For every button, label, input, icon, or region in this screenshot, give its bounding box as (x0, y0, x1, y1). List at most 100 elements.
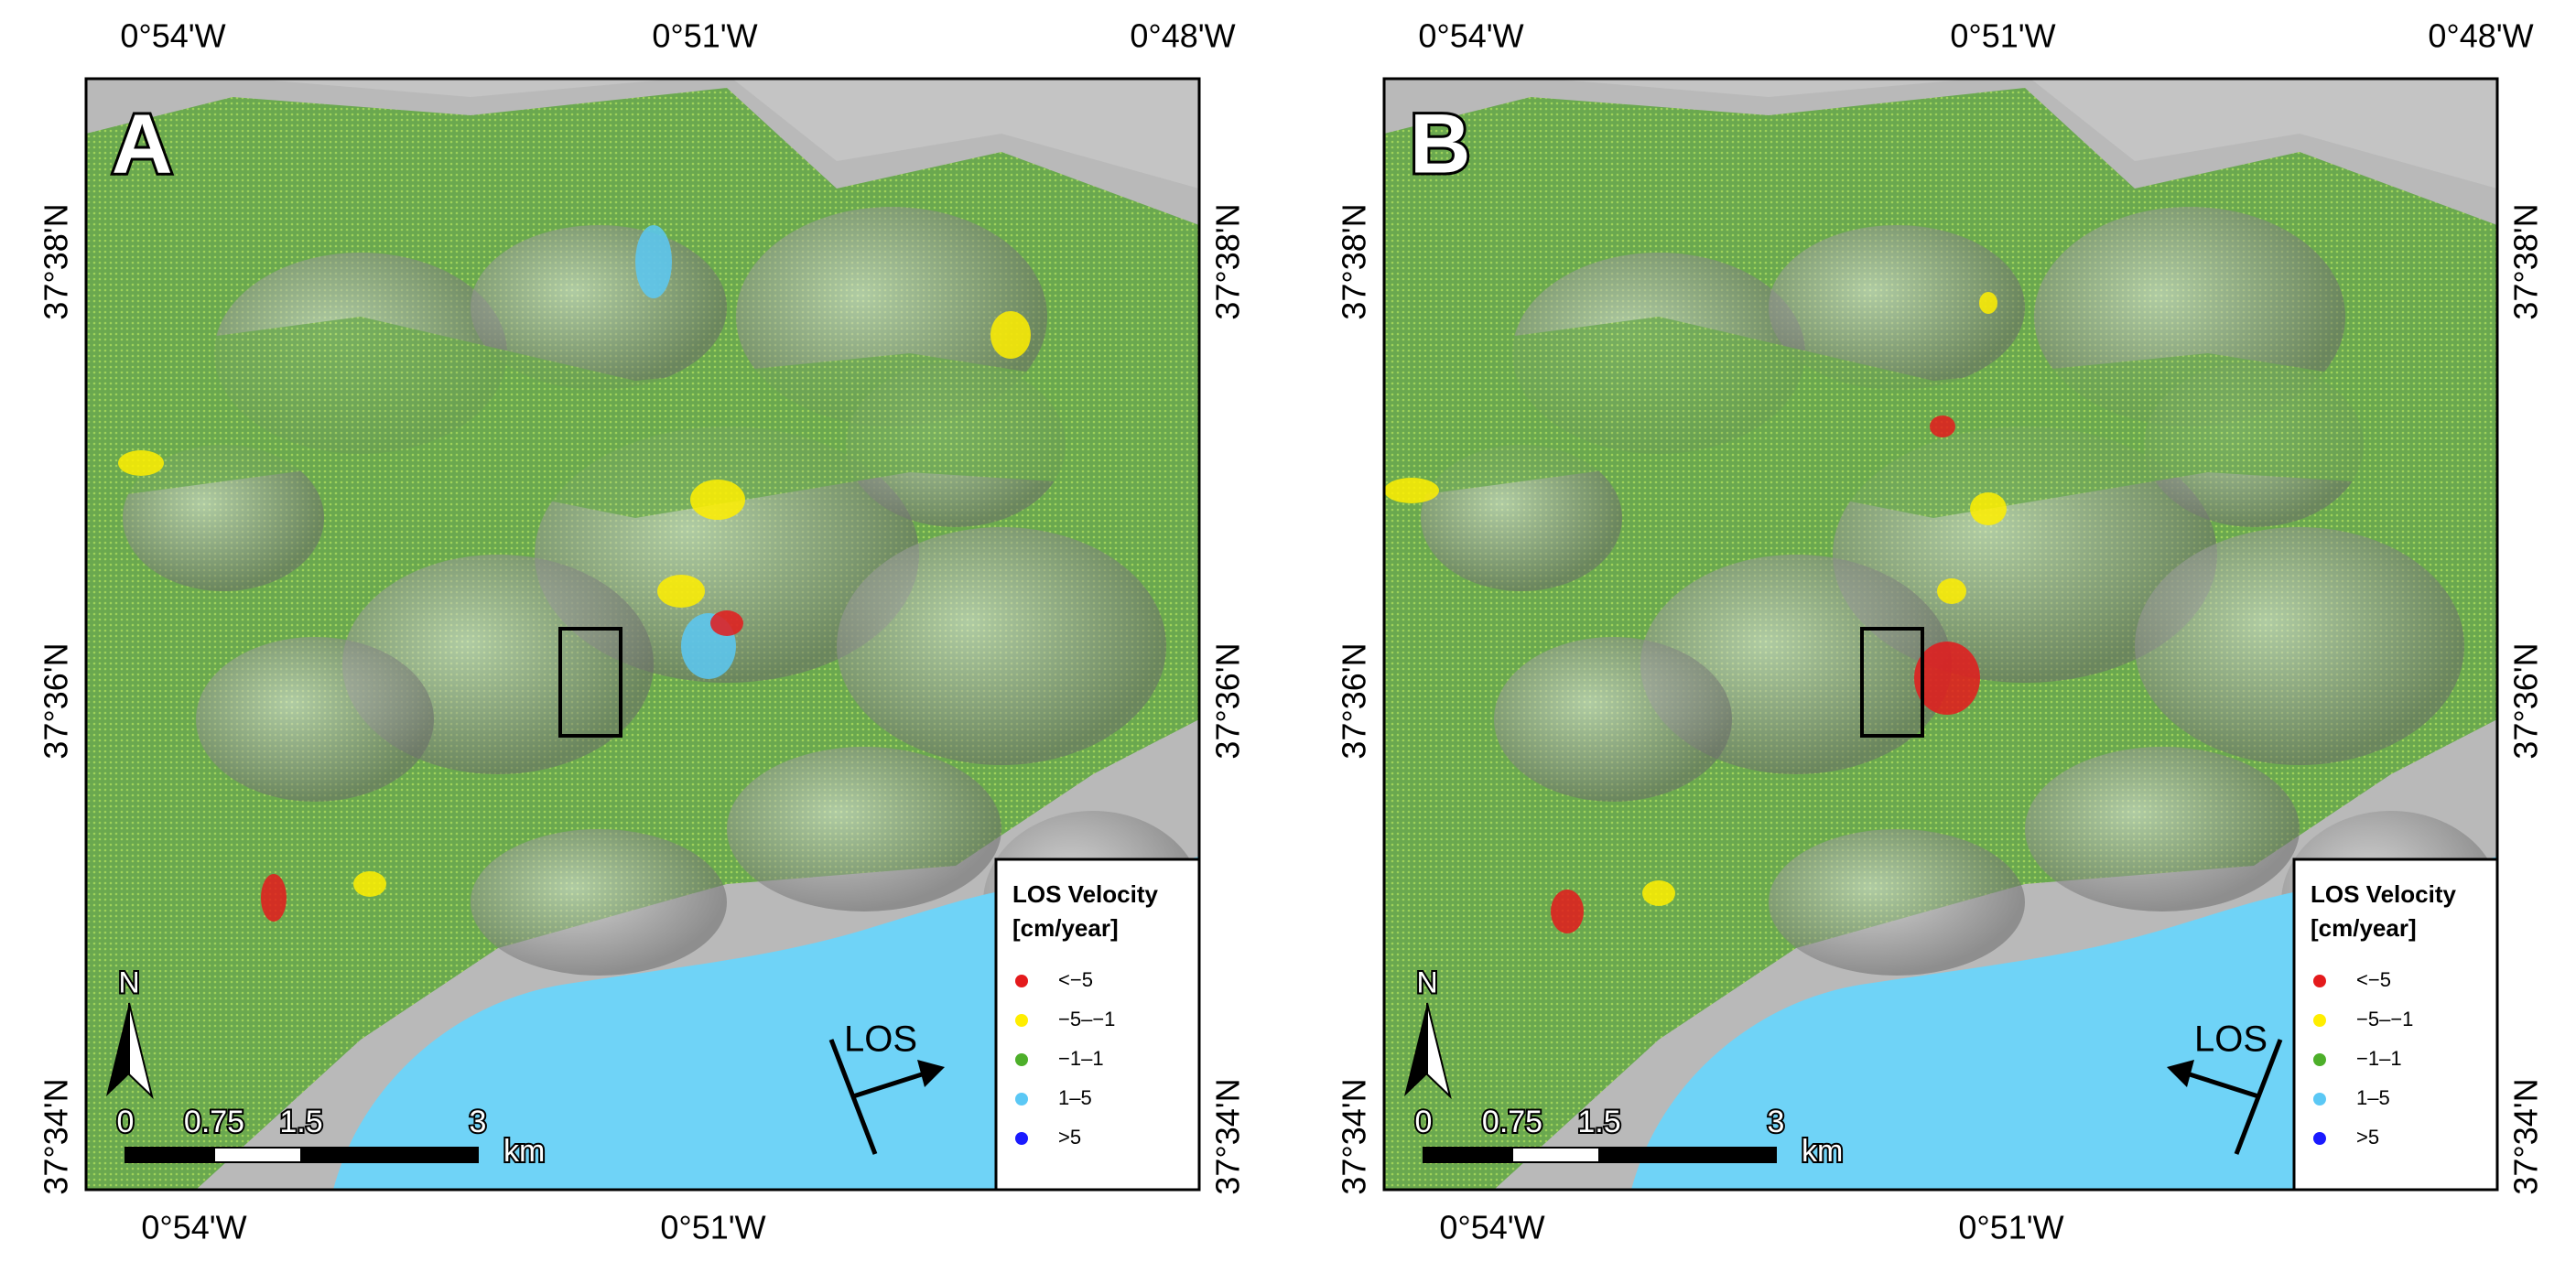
hill-shade (727, 747, 1001, 911)
los-label: LOS (844, 1019, 917, 1060)
hill-shade (1769, 829, 2025, 976)
map-frame (1382, 77, 2499, 1192)
panel-label: B (1410, 97, 1470, 190)
north-arrow (1426, 1002, 1452, 1100)
latitude-label: 37°34'N (2507, 1078, 2545, 1194)
velocity-cluster (1384, 478, 1439, 503)
scale-label: 0.75 (184, 1105, 244, 1139)
velocity-cluster (1970, 492, 2007, 525)
velocity-cluster (1551, 890, 1584, 933)
velocity-cluster (1937, 578, 1966, 604)
legend-swatch (2313, 1014, 2326, 1027)
legend-title: LOS Velocity (1012, 880, 1158, 908)
latitude-label: 37°38'N (1336, 203, 1373, 319)
velocity-cluster (353, 871, 386, 897)
legend-label: −1–1 (2356, 1047, 2402, 1070)
los-arrowhead (2167, 1060, 2194, 1087)
legend-box (2292, 858, 2499, 1192)
flat-plain (1549, 79, 2497, 189)
longitude-label: 0°54'W (1418, 17, 1523, 55)
scale-unit: km (1802, 1134, 1843, 1169)
legend-label: −5–−1 (1058, 1008, 1115, 1030)
legend-label: 1–5 (2356, 1086, 2390, 1109)
flight-track (2234, 1039, 2283, 1155)
scale-label: 3 (1768, 1105, 1785, 1139)
panel-label: A (112, 97, 172, 190)
scale-segment (1423, 1147, 1513, 1163)
legend-swatch (2313, 1093, 2326, 1106)
legend-label: <−5 (1058, 968, 1093, 991)
velocity-cluster (990, 311, 1031, 359)
legend-label: 1–5 (1058, 1086, 1092, 1109)
legend-title: LOS Velocity (2311, 880, 2456, 908)
legend-unit: [cm/year] (2311, 914, 2417, 942)
hill-shade (196, 637, 434, 802)
hill-shade (1494, 637, 1732, 802)
study-area-box (558, 627, 622, 738)
legend-swatch (2313, 1132, 2326, 1145)
los-arrowhead (917, 1060, 945, 1087)
legend-swatch (1015, 1014, 1028, 1027)
velocity-cluster (1979, 292, 1997, 314)
map-frame (84, 77, 1201, 1192)
velocity-cluster (261, 874, 287, 922)
hill-shade (837, 527, 1166, 765)
longitude-label: 0°48'W (2428, 17, 2533, 55)
scale-label: 3 (470, 1105, 487, 1139)
scale-label: 0.75 (1482, 1105, 1542, 1139)
velocity-cluster (118, 450, 164, 476)
legend-swatch (2313, 1053, 2326, 1066)
velocity-cluster (710, 610, 743, 636)
latitude-label: 37°36'N (1209, 642, 1247, 759)
sea (333, 857, 1199, 1190)
scale-unit: km (503, 1134, 545, 1169)
velocity-cluster (635, 225, 672, 298)
latitude-label: 37°38'N (2507, 203, 2545, 319)
north-arrow (1404, 1003, 1427, 1096)
scale-segment (300, 1147, 479, 1163)
scale-label: 1.5 (279, 1105, 322, 1139)
north-label: N (1416, 965, 1437, 998)
longitude-label: 0°54'W (141, 1209, 246, 1246)
longitude-label: 0°48'W (1130, 17, 1235, 55)
legend-swatch (1015, 1132, 1028, 1145)
legend-swatch (1015, 975, 1028, 987)
study-area-box (1860, 627, 1924, 738)
map-area (86, 79, 1199, 1190)
flat-plain (251, 79, 1199, 189)
flight-track (828, 1039, 878, 1155)
hill-shade (2025, 747, 2300, 911)
longitude-label: 0°54'W (1439, 1209, 1544, 1246)
map-panel: A 0°54'W 0°51'W 0°48'W 0°54'W 0°51'W 37°38'N 37… (38, 17, 1247, 1246)
longitude-label: 0°51'W (652, 17, 757, 55)
hill-shade (471, 829, 727, 976)
sea (1631, 857, 2497, 1190)
latitude-label: 37°36'N (2507, 642, 2545, 759)
longitude-label: 0°51'W (1958, 1209, 2063, 1246)
north-arrow (128, 1002, 154, 1100)
latitude-label: 37°38'N (1209, 203, 1247, 319)
latitude-label: 37°34'N (1209, 1078, 1247, 1194)
velocity-cluster (1930, 415, 1955, 437)
velocity-cluster (1642, 880, 1675, 906)
legend-label: <−5 (2356, 968, 2391, 991)
scale-label: 0 (117, 1105, 135, 1139)
los-arrow (852, 1072, 923, 1099)
scale-segment (1511, 1147, 1600, 1163)
map-area (1384, 79, 2497, 1190)
los-label: LOS (2194, 1019, 2268, 1060)
legend-swatch (2313, 975, 2326, 987)
legend-swatch (1015, 1093, 1028, 1106)
latitude-label: 37°34'N (38, 1078, 75, 1194)
velocity-cluster (690, 480, 745, 520)
latitude-label: 37°36'N (38, 642, 75, 759)
legend-label: >5 (2356, 1126, 2379, 1149)
north-arrow (106, 1003, 129, 1096)
latitude-label: 37°38'N (38, 203, 75, 319)
map-panel: B 0°54'W 0°51'W 0°48'W 0°54'W 0°51'W 37°38'N 37… (1336, 17, 2545, 1246)
scale-segment (213, 1147, 302, 1163)
velocity-cluster (1914, 642, 1980, 715)
los-arrow (2189, 1072, 2259, 1099)
longitude-label: 0°51'W (1950, 17, 2055, 55)
